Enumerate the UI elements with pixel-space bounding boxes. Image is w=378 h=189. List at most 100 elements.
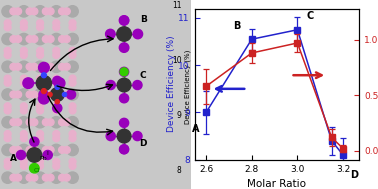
Circle shape xyxy=(31,91,38,98)
Circle shape xyxy=(54,78,65,88)
Circle shape xyxy=(4,163,11,169)
Circle shape xyxy=(47,36,54,43)
Text: 8: 8 xyxy=(177,166,181,175)
Circle shape xyxy=(133,81,142,90)
Circle shape xyxy=(15,91,22,98)
Circle shape xyxy=(26,63,33,70)
Circle shape xyxy=(47,146,54,153)
Circle shape xyxy=(29,163,39,173)
Circle shape xyxy=(42,36,49,43)
Circle shape xyxy=(53,104,62,113)
Circle shape xyxy=(69,79,76,86)
Circle shape xyxy=(2,172,13,183)
Circle shape xyxy=(42,174,49,181)
Circle shape xyxy=(67,172,78,183)
Circle shape xyxy=(69,163,76,169)
Circle shape xyxy=(117,27,131,41)
Circle shape xyxy=(51,89,62,100)
Circle shape xyxy=(53,24,60,31)
Circle shape xyxy=(53,76,62,85)
Circle shape xyxy=(37,79,43,86)
Circle shape xyxy=(59,119,65,126)
Circle shape xyxy=(15,8,22,15)
Text: Device Efficiency (%): Device Efficiency (%) xyxy=(185,50,191,124)
Circle shape xyxy=(119,145,129,154)
Circle shape xyxy=(10,119,17,126)
Circle shape xyxy=(59,91,65,98)
Circle shape xyxy=(37,163,43,169)
Text: B: B xyxy=(234,21,241,31)
Circle shape xyxy=(119,67,129,76)
Circle shape xyxy=(53,107,60,114)
Circle shape xyxy=(39,93,49,104)
Circle shape xyxy=(106,132,115,141)
Circle shape xyxy=(10,146,17,153)
Circle shape xyxy=(4,75,11,82)
Circle shape xyxy=(42,91,49,98)
Circle shape xyxy=(20,79,27,86)
Circle shape xyxy=(69,131,76,137)
Circle shape xyxy=(4,158,11,165)
Circle shape xyxy=(4,131,11,137)
Circle shape xyxy=(4,24,11,31)
Circle shape xyxy=(51,117,62,128)
Circle shape xyxy=(18,144,29,156)
Circle shape xyxy=(59,63,65,70)
Circle shape xyxy=(69,103,76,110)
Circle shape xyxy=(34,172,46,183)
Circle shape xyxy=(59,174,65,181)
Circle shape xyxy=(16,150,26,160)
Circle shape xyxy=(26,119,33,126)
Circle shape xyxy=(53,47,60,54)
Circle shape xyxy=(64,91,70,98)
Circle shape xyxy=(47,119,54,126)
Circle shape xyxy=(4,103,11,110)
Circle shape xyxy=(15,63,22,70)
Circle shape xyxy=(10,91,17,98)
Circle shape xyxy=(37,20,43,26)
Text: D: D xyxy=(350,170,358,180)
Circle shape xyxy=(26,36,33,43)
Text: 11: 11 xyxy=(172,1,181,10)
Circle shape xyxy=(10,174,17,181)
Circle shape xyxy=(20,131,27,137)
Circle shape xyxy=(119,16,129,25)
Circle shape xyxy=(4,52,11,58)
Circle shape xyxy=(69,52,76,58)
Circle shape xyxy=(37,135,43,142)
Text: 10: 10 xyxy=(172,56,181,65)
Circle shape xyxy=(2,61,13,72)
Circle shape xyxy=(20,163,27,169)
Circle shape xyxy=(15,174,22,181)
Circle shape xyxy=(64,174,70,181)
Circle shape xyxy=(59,146,65,153)
Circle shape xyxy=(133,29,143,39)
Circle shape xyxy=(10,36,17,43)
Circle shape xyxy=(120,68,128,76)
Circle shape xyxy=(26,91,33,98)
Circle shape xyxy=(15,146,22,153)
Circle shape xyxy=(67,89,78,100)
Circle shape xyxy=(51,6,62,17)
Circle shape xyxy=(42,119,49,126)
Circle shape xyxy=(37,158,43,165)
Circle shape xyxy=(20,24,27,31)
Circle shape xyxy=(69,135,76,142)
Circle shape xyxy=(47,91,54,98)
Circle shape xyxy=(4,79,11,86)
Circle shape xyxy=(4,135,11,142)
Circle shape xyxy=(53,79,60,86)
Circle shape xyxy=(67,90,76,99)
Circle shape xyxy=(2,33,13,45)
Circle shape xyxy=(53,103,60,110)
Circle shape xyxy=(36,76,51,91)
Circle shape xyxy=(120,16,129,25)
Circle shape xyxy=(64,63,70,70)
Circle shape xyxy=(37,103,43,110)
Circle shape xyxy=(10,8,17,15)
Circle shape xyxy=(119,118,129,127)
Circle shape xyxy=(2,6,13,17)
Circle shape xyxy=(59,36,65,43)
Circle shape xyxy=(18,61,29,72)
Circle shape xyxy=(64,119,70,126)
